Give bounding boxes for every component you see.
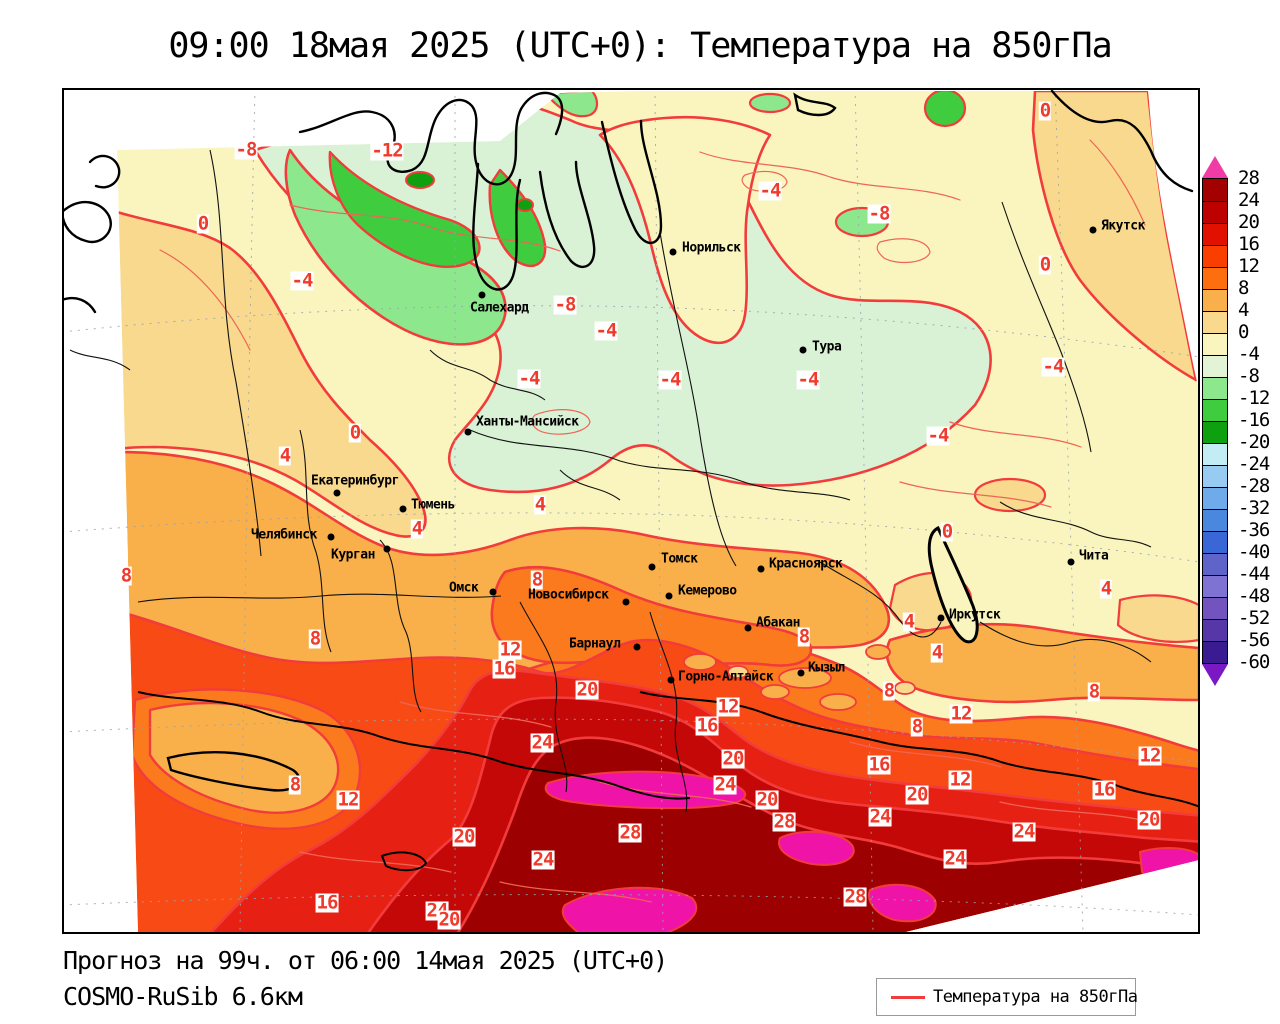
colorbar-tick-label: 12 [1238, 255, 1260, 277]
colorbar-tick-label: -44 [1238, 563, 1270, 585]
lake-zaysan [380, 851, 428, 872]
colorbar-cell [1203, 553, 1227, 575]
colorbar: 28 24 20 16 12 8 4 0 -4 -8 -12 -16 -20 -24 -28 -32 -36 -4… [1202, 156, 1272, 686]
colorbar-cell [1203, 443, 1227, 465]
borders [69, 149, 1152, 813]
colorbar-cell [1203, 399, 1227, 421]
colorbar-cell [1203, 267, 1227, 289]
colorbar-cell [1203, 289, 1227, 311]
colorbar-bottom-arrow [1202, 664, 1228, 686]
forecast-info: Прогноз на 99ч. от 06:00 14мая 2025 (UTC… [63, 946, 668, 975]
page-title: 09:00 18мая 2025 (UTC+0): Температура на… [168, 26, 1112, 66]
national-borders [137, 691, 1200, 808]
colorbar-tick-label: -24 [1238, 453, 1270, 475]
colorbar-cell [1203, 487, 1227, 509]
colorbar-tick-label: -16 [1238, 409, 1270, 431]
map-frame [62, 88, 1200, 934]
legend-line-sample [891, 995, 925, 999]
colorbar-tick-label: 16 [1238, 233, 1260, 255]
colorbar-tick-label: -20 [1238, 431, 1270, 453]
colorbar-tick-label: -32 [1238, 497, 1270, 519]
colorbar-tick-label: -60 [1238, 651, 1270, 673]
domain-mask [62, 88, 1199, 933]
colorbar-tick-label: -12 [1238, 387, 1270, 409]
colorbar-tick-label: -52 [1238, 607, 1270, 629]
colorbar-tick-label: -40 [1238, 541, 1270, 563]
colorbar-cell [1203, 333, 1227, 355]
colorbar-tick-label: -4 [1238, 343, 1260, 365]
colorbar-tick-label: 8 [1238, 277, 1249, 299]
colorbar-tick-label: 20 [1238, 211, 1260, 233]
colorbar-cell [1203, 245, 1227, 267]
colorbar-tick-label: -48 [1238, 585, 1270, 607]
colorbar-cell [1203, 465, 1227, 487]
colorbar-cell [1203, 311, 1227, 333]
colorbar-cell [1203, 531, 1227, 553]
colorbar-cell [1203, 421, 1227, 443]
colorbar-cell [1203, 575, 1227, 597]
colorbar-cell [1203, 223, 1227, 245]
lake-baikal [927, 525, 979, 644]
colorbar-cell [1203, 509, 1227, 531]
colorbar-tick-label: 28 [1238, 167, 1260, 189]
coastlines [62, 89, 1194, 314]
colorbar-tick-label: 0 [1238, 321, 1249, 343]
colorbar-tick-label: -36 [1238, 519, 1270, 541]
colorbar-tick-label: -8 [1238, 365, 1260, 387]
colorbar-cell [1203, 201, 1227, 223]
colorbar-tick-label: -28 [1238, 475, 1270, 497]
colorbar-tick-label: 24 [1238, 189, 1260, 211]
colorbar-cell [1203, 377, 1227, 399]
colorbar-tick-label: -56 [1238, 629, 1270, 651]
graticule [62, 88, 1200, 934]
legend-box: Температура на 850гПа [876, 978, 1138, 1016]
colorbar-cell [1203, 619, 1227, 641]
colorbar-tick-label: 4 [1238, 299, 1249, 321]
colorbar-cell [1203, 597, 1227, 619]
colorbar-cell [1203, 641, 1227, 663]
legend-label: Температура на 850гПа [933, 987, 1138, 1007]
colorbar-top-arrow [1202, 156, 1228, 178]
model-info: COSMO-RuSib 6.6км [63, 982, 303, 1011]
colorbar-cell [1203, 355, 1227, 377]
colorbar-cell [1203, 179, 1227, 201]
colorbar-cells [1202, 178, 1228, 664]
